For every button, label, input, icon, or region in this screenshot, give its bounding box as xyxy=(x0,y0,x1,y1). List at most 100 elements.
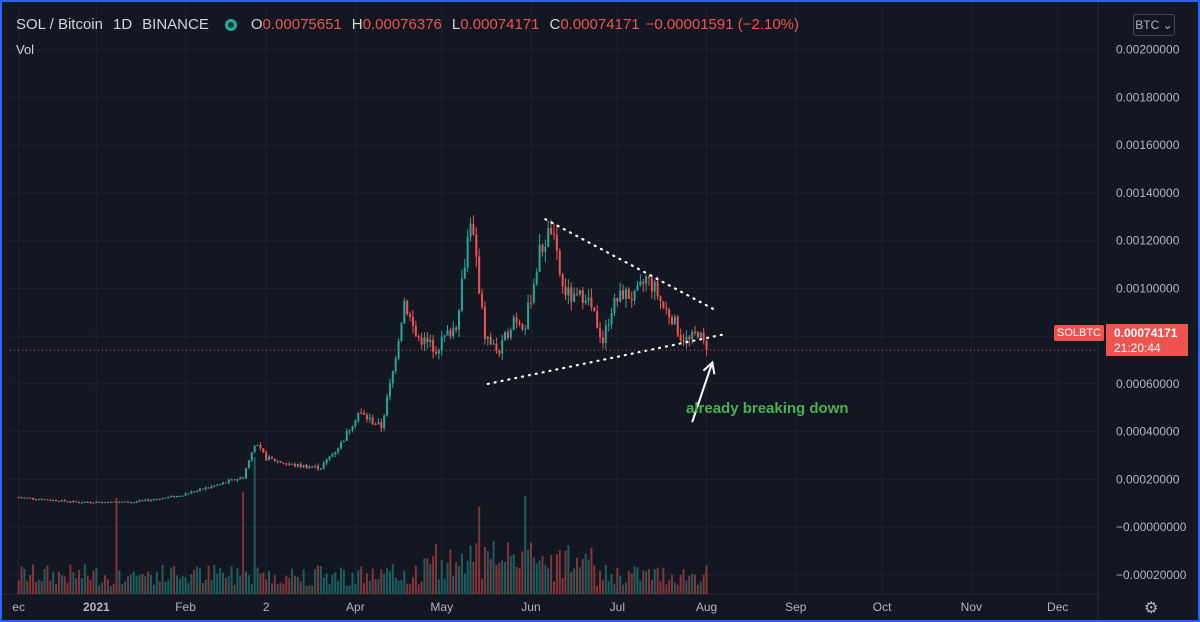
candle xyxy=(653,281,656,292)
volume-bar xyxy=(57,571,60,594)
candle xyxy=(291,464,294,466)
volume-bar xyxy=(506,542,509,594)
candle xyxy=(662,301,665,308)
symbol-legend[interactable]: SOL / Bitcoin 1D BINANCE O 0.00075651 H 0.… xyxy=(16,16,799,33)
volume-bar xyxy=(293,575,296,594)
candle xyxy=(141,500,144,502)
volume-bar xyxy=(466,560,469,594)
volume-bar xyxy=(481,578,484,594)
volume-bar xyxy=(270,583,273,594)
candle xyxy=(489,337,492,344)
candle xyxy=(544,246,547,252)
candle xyxy=(590,297,593,308)
volume-bar xyxy=(452,575,455,594)
candle xyxy=(645,276,648,284)
gear-icon[interactable]: ⚙ xyxy=(1144,600,1159,617)
volume-bar xyxy=(256,567,259,594)
volume-bar xyxy=(671,574,674,594)
candle xyxy=(512,317,515,330)
candle xyxy=(354,420,357,427)
candle xyxy=(109,501,112,503)
volume-bar xyxy=(75,578,78,594)
candle xyxy=(624,289,627,299)
candle xyxy=(118,501,121,503)
volume-bar xyxy=(198,568,201,594)
candle xyxy=(386,396,389,416)
volume-bar xyxy=(316,565,319,594)
volume-bar xyxy=(262,572,265,594)
volume-bar xyxy=(495,564,498,594)
candle xyxy=(170,496,173,498)
candle xyxy=(270,456,273,459)
volume-bar xyxy=(535,563,538,594)
y-tick-label: 0.00140000 xyxy=(1116,186,1180,200)
interval[interactable]: 1D xyxy=(112,16,133,33)
currency-button[interactable]: BTC ⌄ xyxy=(1133,14,1175,36)
volume-bar xyxy=(80,578,83,594)
volume-bar xyxy=(322,577,325,594)
candle xyxy=(316,465,319,469)
candle xyxy=(342,440,345,443)
volume-bar xyxy=(429,564,432,594)
volume-bar xyxy=(92,570,95,594)
candle xyxy=(178,495,181,497)
close-label: C xyxy=(549,16,561,33)
candle xyxy=(411,316,414,326)
volume-bar xyxy=(504,561,507,594)
volume-bar xyxy=(599,570,602,594)
annotation-text: already breaking down xyxy=(686,400,849,417)
candle xyxy=(325,459,328,464)
volume-bar xyxy=(360,566,363,594)
volume-bar xyxy=(89,580,92,594)
volume-bar xyxy=(331,574,334,594)
candles xyxy=(17,215,708,504)
volume-bar xyxy=(46,565,49,594)
volume-bar xyxy=(702,574,705,594)
candle xyxy=(619,290,622,302)
volume-bar xyxy=(627,571,630,594)
symbol-name[interactable]: SOL / Bitcoin xyxy=(16,16,103,33)
candle xyxy=(288,463,291,465)
volume-bar xyxy=(265,579,268,594)
volume-bar xyxy=(414,565,417,594)
candle xyxy=(196,490,199,492)
candle xyxy=(305,465,308,469)
volume-bar xyxy=(245,571,248,594)
x-tick-label: May xyxy=(430,600,453,614)
bar-countdown: 21:20:44 xyxy=(1114,341,1161,355)
volume-bar xyxy=(98,585,101,594)
y-tick-label: −0.00020000 xyxy=(1116,568,1187,582)
x-tick-label: Aug xyxy=(696,600,717,614)
volume-bar xyxy=(170,567,173,594)
candle xyxy=(650,278,653,292)
volume-bar xyxy=(567,545,570,594)
volume-bar xyxy=(250,583,253,594)
candle xyxy=(613,297,616,313)
candle xyxy=(694,331,697,333)
candle xyxy=(282,462,285,464)
volume-bar xyxy=(685,580,688,594)
volume-bar xyxy=(656,567,659,594)
volume-bar xyxy=(132,571,135,594)
volume-bar xyxy=(383,573,386,594)
candle xyxy=(599,327,602,338)
volume-bar xyxy=(337,580,340,594)
candle xyxy=(167,496,170,498)
candle xyxy=(339,442,343,449)
close-value: 0.00074171 xyxy=(560,16,640,33)
volume-bar xyxy=(69,564,72,594)
candle xyxy=(121,501,124,503)
candle xyxy=(75,501,78,503)
y-tick-label: 0.00180000 xyxy=(1116,90,1180,104)
volume-bar xyxy=(613,584,616,594)
volume-label[interactable]: Vol xyxy=(16,42,35,57)
volume-bar xyxy=(478,506,481,594)
candle xyxy=(23,497,26,499)
candle xyxy=(455,327,458,330)
candle xyxy=(665,307,668,310)
arrow-shaft xyxy=(691,362,714,423)
candle xyxy=(144,499,147,501)
volume-bar xyxy=(103,575,106,594)
